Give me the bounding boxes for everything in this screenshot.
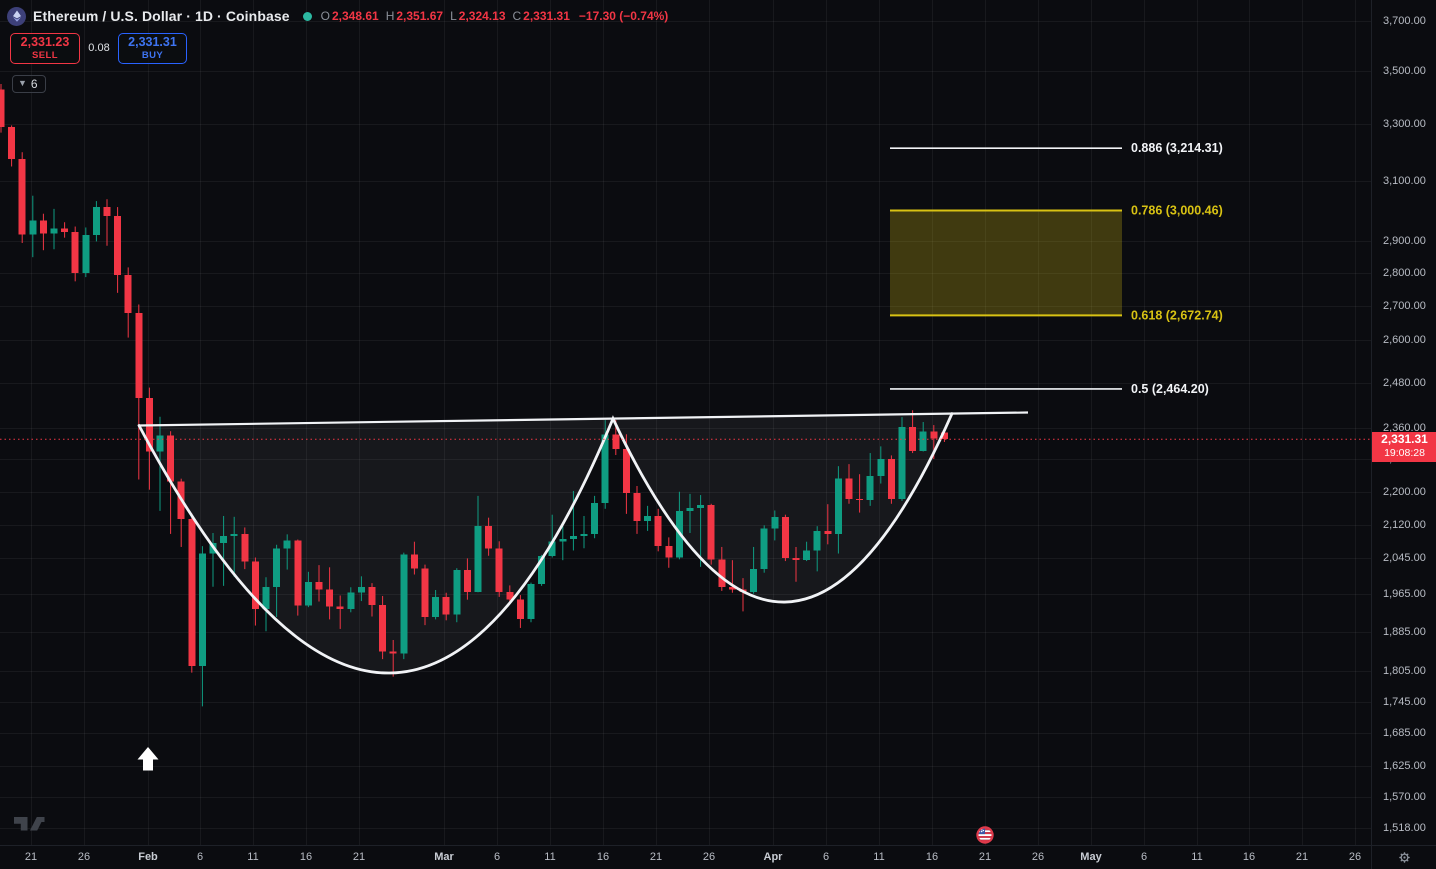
ohlc-value: 2,351.67 <box>396 9 444 23</box>
price-axis-label: 2,600.00 <box>1383 334 1426 347</box>
ohlc-value: 2,324.13 <box>458 9 506 23</box>
price-axis-label: 1,570.00 <box>1383 791 1426 804</box>
price-axis-label: 2,700.00 <box>1383 300 1426 313</box>
price-axis-label: 1,518.00 <box>1383 822 1426 834</box>
price-axis-label: 2,900.00 <box>1383 235 1426 248</box>
indicators-count: 6 <box>30 77 38 91</box>
time-axis-label: 6 <box>196 851 204 863</box>
price-axis-label: 3,500.00 <box>1383 65 1426 77</box>
time-axis[interactable]: 21 26 Feb 6 11 16 21 Mar 6 11 16 21 26 Apr 6 11 16 21 26 Ma… <box>0 845 1371 869</box>
time-axis-label: Mar <box>434 851 454 863</box>
time-axis-label: 11 <box>873 851 885 863</box>
last-price: 2,331.31 <box>1381 431 1428 446</box>
chart-canvas[interactable]: 0.886 (3,214.31) 0.786 (3,000.46) 0.618 (2… <box>0 0 1371 845</box>
time-axis-label: 26 <box>1031 851 1045 863</box>
price-axis-label: 1,685.00 <box>1383 727 1426 740</box>
time-axis-label: 21 <box>649 851 663 863</box>
time-axis-label: 11 <box>247 851 259 863</box>
gear-icon <box>1398 852 1410 863</box>
time-axis-label: 21 <box>24 851 38 863</box>
time-axis-label: 16 <box>299 851 313 863</box>
time-axis-label: 11 <box>544 851 556 863</box>
price-axis-label: 2,360.00 <box>1383 422 1426 435</box>
indicators-toggle[interactable]: ▼ 6 <box>12 75 46 93</box>
svg-text:0.786 (3,000.46): 0.786 (3,000.46) <box>1131 204 1223 218</box>
time-axis-label: 11 <box>1191 851 1203 863</box>
time-axis-label: 26 <box>77 851 91 863</box>
eth-logo-icon <box>7 6 26 26</box>
price-axis-label: 2,200.00 <box>1383 485 1426 498</box>
price-axis-label: 2,800.00 <box>1383 267 1426 280</box>
buy-button[interactable]: 2,331.31 BUY <box>118 33 187 64</box>
price-axis-label: 3,700.00 <box>1383 14 1426 27</box>
axis-settings-button[interactable] <box>1371 845 1436 869</box>
ohlc-letter: C <box>512 9 522 23</box>
time-axis-label: 26 <box>1348 851 1362 863</box>
ohlc-values: O 2,348.61 H 2,351.67 L 2,324.13 C 2,331.31 <box>321 9 577 23</box>
time-axis-label: 6 <box>1140 851 1148 863</box>
price-axis-label: 1,745.00 <box>1383 695 1426 708</box>
cup-pattern-fill <box>139 413 952 674</box>
price-axis-label: 1,625.00 <box>1383 760 1426 773</box>
price-axis[interactable]: 3,700.00 3,500.00 3,300.00 3,100.00 2,900.00… <box>1371 0 1436 845</box>
last-price-badge: 2,331.31 19:08:28 <box>1372 431 1436 462</box>
time-axis-label: 21 <box>978 851 992 863</box>
ohlc-letter: L <box>450 9 457 23</box>
symbol-legend: Ethereum / U.S. Dollar · 1D · Coinbase O… <box>7 6 668 26</box>
price-change: −17.30 (−0.74%) <box>578 9 669 23</box>
svg-text:0.5 (2,464.20): 0.5 (2,464.20) <box>1131 382 1209 396</box>
arrow-up-marker[interactable] <box>137 747 159 771</box>
svg-text:0.886 (3,214.31): 0.886 (3,214.31) <box>1131 141 1223 155</box>
svg-text:0.618 (2,672.74): 0.618 (2,672.74) <box>1131 308 1223 322</box>
time-axis-label: 16 <box>925 851 939 863</box>
time-axis-label: 16 <box>596 851 610 863</box>
price-axis-label: 2,120.00 <box>1383 519 1426 532</box>
sell-button[interactable]: 2,331.23 SELL <box>10 33 80 64</box>
time-axis-label: Apr <box>763 851 783 863</box>
symbol-title[interactable]: Ethereum / U.S. Dollar · 1D · Coinbase <box>33 8 290 24</box>
chevron-down-icon: ▼ <box>18 78 27 88</box>
time-axis-label: Feb <box>138 851 158 863</box>
price-axis-label: 1,805.00 <box>1383 665 1426 678</box>
time-axis-label: May <box>1080 851 1102 863</box>
ohlc-letter: O <box>320 9 330 23</box>
buy-price: 2,331.31 <box>128 35 177 50</box>
neckline-trendline[interactable] <box>138 411 1029 427</box>
ohlc-letter: H <box>385 9 395 23</box>
time-axis-label: 16 <box>1242 851 1256 863</box>
price-axis-label: 1,965.00 <box>1383 588 1426 601</box>
bar-countdown: 19:08:28 <box>1384 446 1425 459</box>
price-axis-label: 2,045.00 <box>1383 551 1426 564</box>
double-cup-curves[interactable] <box>137 412 954 675</box>
us-flag-event-icon[interactable] <box>976 826 994 844</box>
time-axis-label: 21 <box>352 851 366 863</box>
sell-label: SELL <box>32 49 58 61</box>
time-axis-label: 21 <box>1295 851 1309 863</box>
spread-value: 0.08 <box>88 42 110 54</box>
time-axis-label: 6 <box>822 851 830 863</box>
price-axis-label: 3,300.00 <box>1383 118 1426 131</box>
time-axis-label: 6 <box>493 851 501 863</box>
fib-retracement[interactable]: 0.886 (3,214.31) 0.786 (3,000.46) 0.618 (2… <box>890 141 1223 396</box>
time-axis-label: 26 <box>702 851 716 863</box>
grid-lines <box>0 0 1371 845</box>
price-axis-label: 1,885.00 <box>1383 625 1426 638</box>
sell-price: 2,331.23 <box>20 35 70 50</box>
ohlc-value: 2,331.31 <box>523 9 570 23</box>
tradingview-watermark-icon <box>14 817 45 831</box>
price-axis-label: 3,100.00 <box>1383 174 1426 187</box>
market-status-icon <box>302 11 312 21</box>
price-axis-label: 2,480.00 <box>1383 377 1426 390</box>
buy-label: BUY <box>141 49 164 61</box>
ohlc-value: 2,348.61 <box>331 9 379 23</box>
